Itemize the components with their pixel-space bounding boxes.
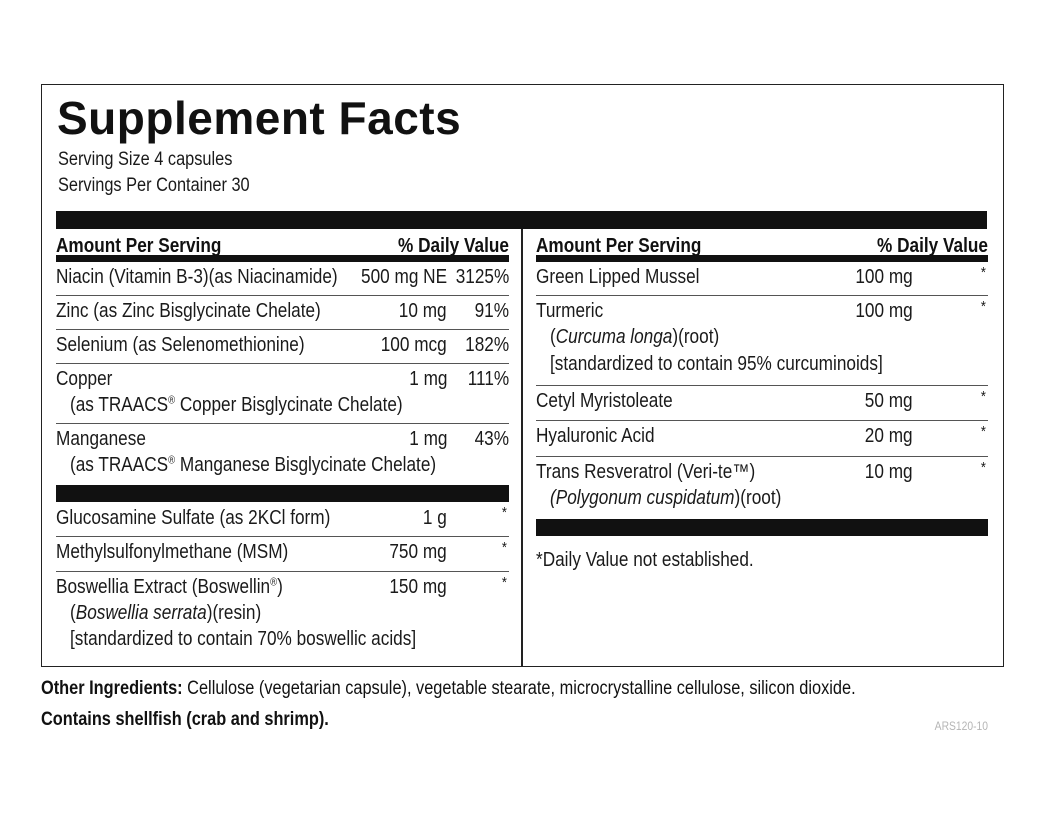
servings-per-container: Servings Per Container 30 bbox=[58, 175, 250, 196]
nutrient-amount: 100 mg bbox=[855, 300, 913, 322]
nutrient-name: Trans Resveratrol (Veri-te™) bbox=[536, 461, 756, 483]
nutrient-row-copper: Copper (as TRAACS® Copper Bisglycinate C… bbox=[56, 364, 509, 424]
nutrient-amount: 20 mg bbox=[865, 425, 913, 447]
nutrient-row-glucosamine: Glucosamine Sulfate (as 2KCl form) 1 g * bbox=[56, 502, 509, 537]
nutrient-amount: 100 mg bbox=[855, 266, 913, 288]
nutrient-row-trans-resveratrol: Trans Resveratrol (Veri-te™) (Polygonum … bbox=[536, 457, 988, 519]
amount-per-serving-heading: Amount Per Serving bbox=[56, 235, 222, 257]
nutrient-botanical-source: (Polygonum cuspidatum)(root) bbox=[550, 487, 782, 509]
right-nutrient-column: Amount Per Serving % Daily Value Green L… bbox=[536, 229, 988, 571]
nutrient-amount: 1 mg bbox=[408, 428, 447, 450]
other-ingredients-label: Other Ingredients: bbox=[41, 678, 183, 699]
nutrient-amount: 150 mg bbox=[389, 576, 447, 598]
serving-size: Serving Size 4 capsules bbox=[58, 149, 233, 170]
other-ingredients: Other Ingredients: Cellulose (vegetarian… bbox=[41, 678, 856, 700]
daily-value-footnote: *Daily Value not established. bbox=[536, 549, 754, 571]
daily-value-heading: % Daily Value bbox=[398, 235, 509, 257]
column-divider bbox=[521, 229, 523, 666]
amount-per-serving-heading: Amount Per Serving bbox=[536, 235, 702, 257]
panel-title: Supplement Facts bbox=[57, 92, 462, 144]
allergen-statement: Contains shellfish (crab and shrimp). bbox=[41, 709, 329, 730]
nutrient-amount: 10 mg bbox=[865, 461, 913, 483]
column-header: Amount Per Serving % Daily Value bbox=[56, 229, 509, 262]
nutrient-name: Methylsulfonylmethane (MSM) bbox=[56, 541, 289, 563]
nutrient-name: Zinc (as Zinc Bisglycinate Chelate) bbox=[56, 300, 321, 322]
nutrient-source: (as TRAACS® Copper Bisglycinate Chelate) bbox=[70, 394, 403, 416]
nutrient-name: Selenium (as Selenomethionine) bbox=[56, 334, 305, 356]
nutrient-amount: 1 g bbox=[423, 507, 447, 529]
nutrient-daily-value: * bbox=[980, 298, 986, 315]
nutrient-name: Niacin (Vitamin B-3)(as Niacinamide) bbox=[56, 266, 338, 288]
nutrient-row-turmeric: Turmeric (Curcuma longa)(root) [standard… bbox=[536, 296, 988, 386]
other-ingredients-text: Cellulose (vegetarian capsule), vegetabl… bbox=[182, 678, 856, 699]
nutrient-name: Turmeric bbox=[536, 300, 604, 322]
left-nutrient-column: Amount Per Serving % Daily Value Niacin … bbox=[56, 229, 509, 658]
nutrient-standardization: [standardized to contain 70% boswellic a… bbox=[70, 628, 417, 650]
nutrient-daily-value: 182% bbox=[465, 334, 509, 356]
nutrient-amount: 100 mcg bbox=[381, 334, 447, 356]
nutrient-row-cetyl-myristoleate: Cetyl Myristoleate 50 mg * bbox=[536, 386, 988, 421]
nutrient-botanical-source: (Boswellia serrata)(resin) bbox=[70, 602, 262, 624]
label-code: ARS120-10 bbox=[934, 719, 988, 733]
nutrient-daily-value: 43% bbox=[474, 428, 509, 450]
nutrient-row-manganese: Manganese (as TRAACS® Manganese Bisglyci… bbox=[56, 424, 509, 485]
nutrient-amount: 50 mg bbox=[865, 390, 913, 412]
section-divider-bar bbox=[56, 485, 509, 502]
nutrient-daily-value: * bbox=[980, 388, 986, 405]
daily-value-heading: % Daily Value bbox=[877, 235, 988, 257]
nutrient-daily-value: 3125% bbox=[455, 266, 509, 288]
nutrient-amount: 1 mg bbox=[408, 368, 447, 390]
nutrient-name: Cetyl Myristoleate bbox=[536, 390, 673, 412]
nutrient-name: Boswellia Extract (Boswellin®) bbox=[56, 576, 283, 598]
nutrient-row-msm: Methylsulfonylmethane (MSM) 750 mg * bbox=[56, 537, 509, 572]
nutrient-amount: 10 mg bbox=[399, 300, 447, 322]
nutrient-daily-value: * bbox=[501, 539, 507, 556]
nutrient-amount: 750 mg bbox=[389, 541, 447, 563]
supplement-facts-panel: Supplement Facts Serving Size 4 capsules… bbox=[41, 84, 1004, 667]
nutrient-daily-value: 111% bbox=[467, 368, 509, 390]
nutrient-daily-value: * bbox=[980, 423, 986, 440]
nutrient-row-green-lipped-mussel: Green Lipped Mussel 100 mg * bbox=[536, 262, 988, 296]
column-header: Amount Per Serving % Daily Value bbox=[536, 229, 988, 262]
nutrient-daily-value: * bbox=[501, 574, 507, 591]
nutrient-daily-value: 91% bbox=[474, 300, 509, 322]
nutrient-daily-value: * bbox=[980, 459, 986, 476]
nutrient-name: Glucosamine Sulfate (as 2KCl form) bbox=[56, 507, 331, 529]
nutrient-name: Green Lipped Mussel bbox=[536, 266, 700, 288]
nutrient-name: Copper bbox=[56, 368, 113, 390]
nutrient-row-boswellia: Boswellia Extract (Boswellin®) (Boswelli… bbox=[56, 572, 509, 658]
nutrient-standardization: [standardized to contain 95% curcuminoid… bbox=[550, 353, 883, 375]
nutrient-row-selenium: Selenium (as Selenomethionine) 100 mcg 1… bbox=[56, 330, 509, 364]
nutrient-source: (as TRAACS® Manganese Bisglycinate Chela… bbox=[70, 454, 437, 476]
section-divider-bar bbox=[536, 519, 988, 536]
nutrient-row-zinc: Zinc (as Zinc Bisglycinate Chelate) 10 m… bbox=[56, 296, 509, 330]
nutrient-row-niacin: Niacin (Vitamin B-3)(as Niacinamide) 500… bbox=[56, 262, 509, 296]
thick-divider-bar bbox=[56, 211, 987, 229]
nutrient-daily-value: * bbox=[501, 504, 507, 521]
nutrient-amount: 500 mg NE bbox=[360, 266, 447, 288]
nutrient-row-hyaluronic-acid: Hyaluronic Acid 20 mg * bbox=[536, 421, 988, 457]
nutrient-name: Hyaluronic Acid bbox=[536, 425, 655, 447]
nutrient-name: Manganese bbox=[56, 428, 146, 450]
nutrient-daily-value: * bbox=[980, 264, 986, 281]
nutrient-botanical-source: (Curcuma longa)(root) bbox=[550, 326, 720, 348]
